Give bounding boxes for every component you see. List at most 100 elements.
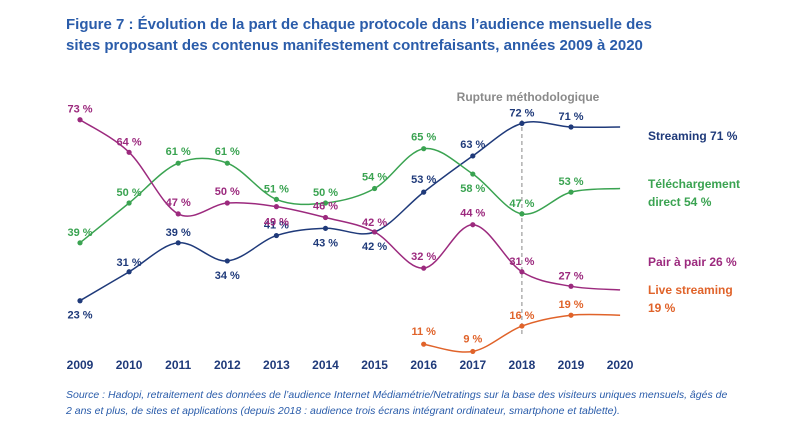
data-label: 11 % xyxy=(411,326,436,338)
data-point xyxy=(175,240,181,246)
data-point xyxy=(322,214,329,221)
series-end-label: Pair à pair 26 % xyxy=(648,255,737,269)
source-line-2: 2 ans et plus, de sites et applications … xyxy=(66,405,620,417)
data-label: 72 % xyxy=(509,107,534,119)
data-point xyxy=(421,189,427,195)
data-point xyxy=(224,258,230,264)
data-point xyxy=(568,189,574,195)
data-point xyxy=(519,211,525,217)
data-point xyxy=(470,222,476,228)
data-label: 63 % xyxy=(460,139,485,151)
data-label: 61 % xyxy=(215,146,240,158)
x-tick-label: 2012 xyxy=(214,358,241,372)
series-end-label: Live streaming xyxy=(648,283,733,297)
data-label: 53 % xyxy=(558,176,583,188)
data-point xyxy=(126,149,132,155)
data-label: 39 % xyxy=(166,227,191,239)
data-label: 39 % xyxy=(67,227,92,239)
data-point xyxy=(519,269,525,275)
data-label: 19 % xyxy=(558,299,583,311)
data-point xyxy=(568,283,574,289)
series-end-label: Streaming 71 % xyxy=(648,129,738,143)
data-point xyxy=(77,117,83,123)
data-point xyxy=(568,124,574,130)
data-label: 34 % xyxy=(215,270,240,282)
data-point xyxy=(421,146,427,152)
data-point xyxy=(519,120,525,126)
source-note: Source : Hadopi, retraitement des donnée… xyxy=(66,387,766,419)
source-line-1: Source : Hadopi, retraitement des donnée… xyxy=(66,389,728,401)
data-label: 64 % xyxy=(117,136,142,148)
data-label: 50 % xyxy=(117,187,142,199)
data-point xyxy=(421,265,427,271)
series-line xyxy=(79,121,621,302)
data-point xyxy=(224,160,230,166)
data-label: 50 % xyxy=(215,186,240,198)
line-chart: Rupture méthodologique 2009 2010 2011 2012 20… xyxy=(67,90,740,372)
data-point xyxy=(77,240,83,246)
data-label: 41 % xyxy=(264,220,289,232)
data-point xyxy=(126,269,132,275)
series-end-label: direct 54 % xyxy=(648,195,712,209)
series-end-label: Téléchargement xyxy=(648,177,740,191)
data-point xyxy=(322,200,329,206)
data-point xyxy=(273,196,279,202)
data-point xyxy=(175,211,181,217)
series-line xyxy=(79,119,621,291)
data-label: 16 % xyxy=(509,310,534,322)
data-point xyxy=(77,298,83,304)
x-tick-label: 2019 xyxy=(558,358,585,372)
data-label: 9 % xyxy=(463,333,482,345)
data-point xyxy=(175,160,181,166)
data-label: 42 % xyxy=(362,217,387,229)
data-label: 23 % xyxy=(67,310,92,322)
x-tick-label: 2010 xyxy=(116,358,143,372)
x-tick-label: 2011 xyxy=(165,358,191,372)
data-point xyxy=(470,171,476,177)
data-label: 43 % xyxy=(313,237,338,249)
data-label: 54 % xyxy=(362,172,387,184)
data-label: 42 % xyxy=(362,241,387,253)
x-tick-label: 2016 xyxy=(410,358,437,372)
data-label: 49 % xyxy=(264,217,289,229)
data-label: 47 % xyxy=(509,198,534,210)
x-tick-label: 2014 xyxy=(312,358,339,372)
data-point xyxy=(372,229,378,235)
break-annotation: Rupture méthodologique xyxy=(457,90,600,104)
data-point xyxy=(470,348,476,355)
data-label: 44 % xyxy=(460,208,485,220)
data-point xyxy=(421,341,427,347)
data-label: 61 % xyxy=(166,146,191,158)
data-label: 65 % xyxy=(411,132,436,144)
data-point xyxy=(470,153,476,159)
data-point xyxy=(322,225,329,231)
x-tick-label: 2018 xyxy=(509,358,536,372)
series-end-label: 19 % xyxy=(648,301,676,315)
data-label: 73 % xyxy=(67,104,92,116)
data-point xyxy=(126,200,132,206)
x-tick-label: 2013 xyxy=(263,358,290,372)
chart-title-line-2: sites proposant des contenus manifesteme… xyxy=(66,37,643,54)
data-label: 31 % xyxy=(509,256,534,268)
data-label: 53 % xyxy=(411,174,436,186)
x-tick-label: 2020 xyxy=(607,358,634,372)
data-label: 27 % xyxy=(558,270,583,282)
data-label: 50 % xyxy=(313,187,338,199)
data-label: 31 % xyxy=(117,257,142,269)
data-label: 47 % xyxy=(166,197,191,209)
x-tick-label: 2009 xyxy=(67,358,94,372)
chart-title: Figure 7 : Évolution de la part de chaqu… xyxy=(66,14,786,56)
data-point xyxy=(273,204,279,210)
data-point xyxy=(372,185,378,192)
data-label: 32 % xyxy=(411,251,436,263)
data-label: 58 % xyxy=(460,183,485,195)
data-point xyxy=(224,200,230,206)
data-label: 71 % xyxy=(558,111,583,123)
data-label: 51 % xyxy=(264,183,289,195)
data-point xyxy=(273,232,279,239)
x-tick-label: 2017 xyxy=(459,358,486,372)
data-point xyxy=(519,323,525,329)
x-tick-label: 2015 xyxy=(361,358,388,372)
data-label: 46 % xyxy=(313,200,338,212)
data-point xyxy=(568,312,574,318)
